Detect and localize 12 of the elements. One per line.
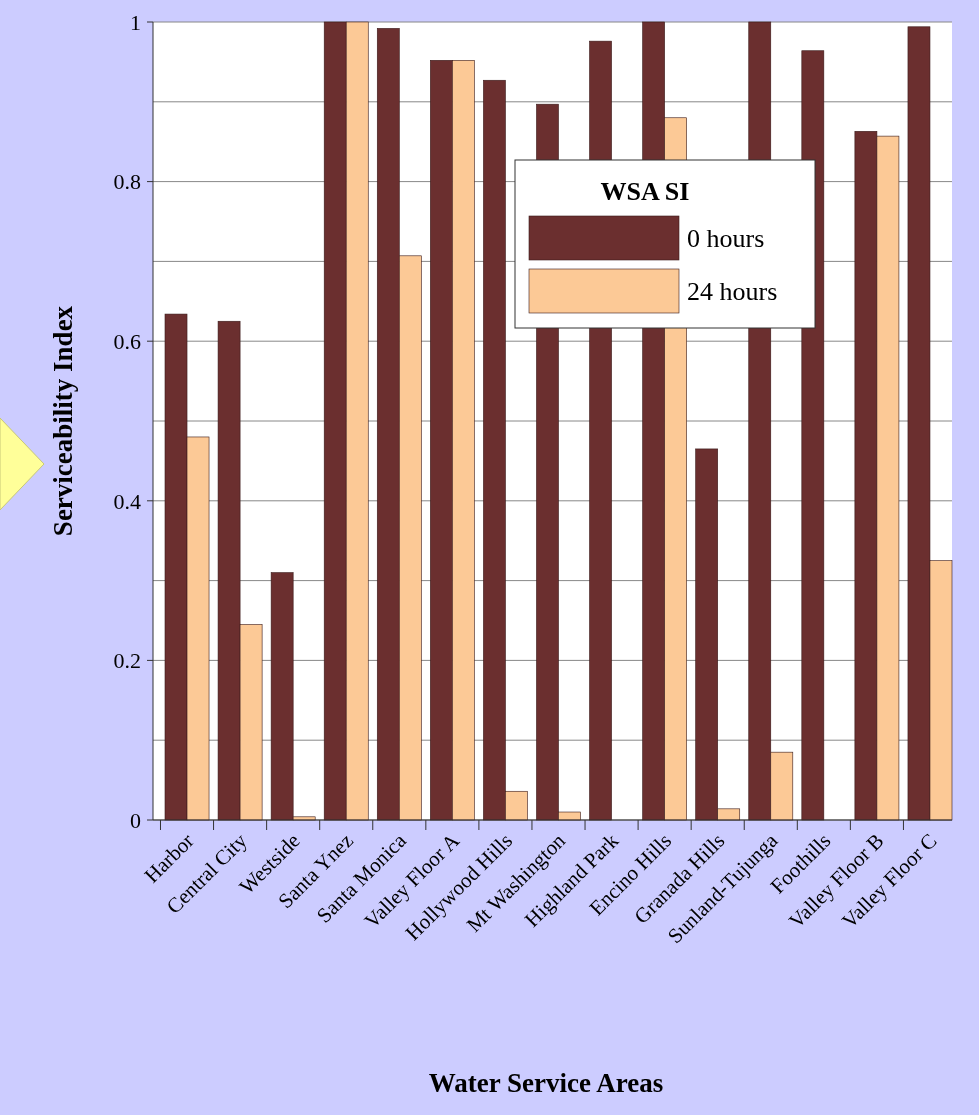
series-label: 0 hours xyxy=(687,224,765,254)
y-axis-title: Serviceability Index xyxy=(48,305,78,537)
y-tick-label: 1 xyxy=(130,9,141,35)
y-tick-label: 0.6 xyxy=(113,328,141,354)
legend-title: WSA SI xyxy=(600,177,690,206)
x-axis-title: Water Service Areas xyxy=(428,1068,664,1098)
series-label: 24 hours xyxy=(687,277,778,307)
y-tick-label: 0.8 xyxy=(113,169,141,195)
y-tick-label: 0.2 xyxy=(113,648,141,674)
legend: WSA SI 0 hours 24 hours xyxy=(514,159,816,329)
y-tick-label: 0 xyxy=(130,807,141,833)
y-tick-label: 0.4 xyxy=(113,488,141,514)
